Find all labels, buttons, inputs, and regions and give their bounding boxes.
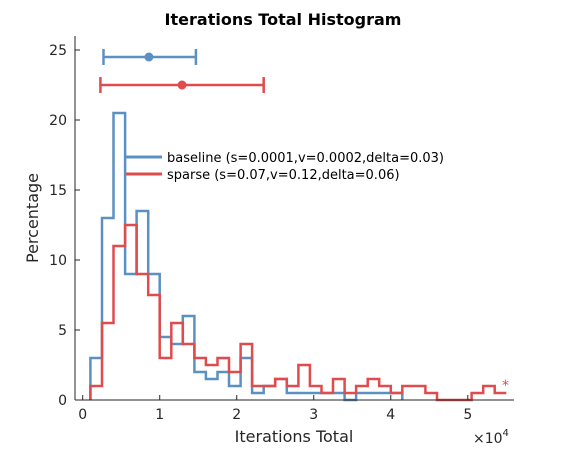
y-tick-label: 15 (49, 183, 67, 199)
errorbar-mean-sparse (177, 80, 187, 90)
x-axis-exponent-power: 4 (503, 428, 509, 439)
x-tick-label: 2 (232, 407, 241, 423)
y-tick-label: 10 (49, 253, 67, 269)
legend-label-sparse: sparse (s=0.07,v=0.12,delta=0.06) (167, 168, 400, 183)
x-tick-label: 4 (386, 407, 395, 423)
errorbar-sparse (99, 77, 265, 93)
x-tick-label: 5 (463, 407, 472, 423)
x-axis-exponent: ×104 (473, 428, 509, 447)
y-tick-label: 20 (49, 113, 67, 129)
histogram-series-sparse (89, 223, 507, 402)
y-tick-label: 0 (58, 393, 67, 409)
y-tick-label: 25 (49, 43, 67, 59)
legend: baseline (s=0.0001,v=0.0002,delta=0.03) … (126, 151, 444, 183)
x-tick-label: 0 (78, 407, 87, 423)
annotation-asterisk: * (502, 378, 509, 394)
errorbar-mean-baseline (144, 52, 154, 62)
legend-label-baseline: baseline (s=0.0001,v=0.0002,delta=0.03) (167, 151, 444, 166)
y-axis-label: Percentage (23, 173, 42, 263)
x-axis-exponent-base: ×10 (473, 431, 503, 447)
x-axis-label: Iterations Total (235, 427, 354, 446)
x-tick-label: 1 (155, 407, 164, 423)
x-tick-label: 3 (309, 407, 318, 423)
chart-title: Iterations Total Histogram (165, 10, 402, 29)
errorbar-baseline (102, 49, 198, 65)
y-tick-label: 5 (58, 323, 67, 339)
